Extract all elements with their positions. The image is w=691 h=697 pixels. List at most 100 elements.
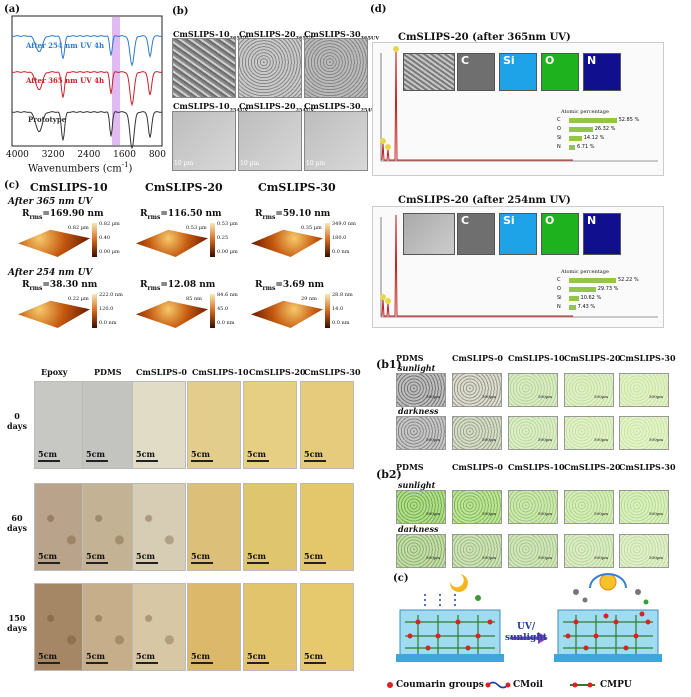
panel-c-label: (c) xyxy=(4,180,20,191)
afm-colorbar-tick: 14.0 xyxy=(332,306,344,312)
micro-scale-label: 500µm xyxy=(482,394,497,399)
eds-atomic-table-bottom: C O Si N 52.22 % 29.73 % 10.62 % 7.43 % xyxy=(557,277,639,310)
micro-row-label: darkness xyxy=(398,406,439,416)
sem-scale: 10 µm xyxy=(306,160,326,167)
panel-d-label: (d) xyxy=(370,4,387,15)
photo-scale-bar xyxy=(304,562,326,564)
micro-col-header: CmSLIPS-20 xyxy=(564,353,621,363)
eds-box-top: C Si O N Atomic percentage C O Si N 52.8… xyxy=(372,42,664,176)
ftir-xtick: 1600 xyxy=(113,150,137,160)
micro-scale-label: 500µm xyxy=(594,394,609,399)
microscopy-image xyxy=(508,416,558,450)
moon-icon xyxy=(449,574,468,592)
photo-col-header: Epoxy xyxy=(41,367,68,377)
afm-rms-label: Rrms=169.90 nm xyxy=(22,209,104,221)
micro-scale-label: 500µm xyxy=(649,394,664,399)
photo-scale-label: 5cm xyxy=(191,449,210,459)
afm-colorbar xyxy=(325,223,330,257)
photo-scale-bar xyxy=(247,562,269,564)
afm-z-label: 0.53 µm xyxy=(186,225,207,231)
micro-scale-label: 500µm xyxy=(538,511,553,516)
schematic-arrow-label-2: sunlight xyxy=(505,633,547,643)
afm-rms-label: Rrms=59.10 nm xyxy=(255,209,331,221)
coating-photo xyxy=(187,583,241,671)
photo-scale-label: 5cm xyxy=(38,551,57,561)
schematic-arrow-label-1: UV/ xyxy=(517,622,536,632)
coating-photo xyxy=(132,381,186,469)
micro-scale-label: 500µm xyxy=(594,555,609,560)
eds-map-n: N xyxy=(583,213,621,255)
photo-scale-label: 5cm xyxy=(136,651,155,661)
sem-scale: 10 µm xyxy=(174,160,194,167)
eds-bar xyxy=(569,305,576,310)
afm-colorbar-tick: 28.8 nm xyxy=(332,292,353,298)
sem-image-10-254 xyxy=(172,111,236,171)
eds-map-c: C xyxy=(457,213,495,255)
micro-col-header: PDMS xyxy=(396,353,424,363)
legend-cmoil: CMoil xyxy=(513,680,543,690)
afm-z-label: 0.22 µm xyxy=(68,296,89,302)
microscopy-image xyxy=(396,490,446,524)
panel-b-label: (b) xyxy=(172,6,189,17)
eds-bar xyxy=(569,287,596,292)
sem-image-20-365 xyxy=(238,38,302,98)
micro-scale-label: 500µm xyxy=(482,511,497,516)
micro-scale-label: 500µm xyxy=(482,437,497,442)
micro-scale-label: 500µm xyxy=(426,437,441,442)
photo-scale-bar xyxy=(191,562,213,564)
photo-scale-label: 5cm xyxy=(86,449,105,459)
afm-colorbar-tick: 0.0 nm xyxy=(217,320,235,326)
panel-a-label: (a) xyxy=(4,4,20,15)
microscopy-image xyxy=(452,534,502,568)
sem-scale: 10 µm xyxy=(240,160,260,167)
photo-scale-label: 5cm xyxy=(38,449,57,459)
microscopy-image xyxy=(564,416,614,450)
micro-col-header: CmSLIPS-30 xyxy=(619,353,676,363)
micro-scale-label: 500µm xyxy=(426,555,441,560)
photo-scale-label: 5cm xyxy=(136,551,155,561)
afm-area: Rrms=169.90 nm 0.82 µm 0.40 0.00 µm 0.82 µm R… xyxy=(0,0,370,340)
photo-col-header: CmSLIPS-20 xyxy=(249,367,306,377)
afm-colorbar-tick: 84.6 nm xyxy=(217,292,238,298)
coating-photo xyxy=(82,583,136,671)
microscopy-image xyxy=(452,373,502,407)
eds-title-bottom: CmSLIPS-20 (after 254nm UV) xyxy=(398,195,571,206)
photo-row-label: 150 days xyxy=(7,613,27,633)
eds-sem-top xyxy=(403,53,455,91)
photo-scale-bar xyxy=(191,662,213,664)
afm-colorbar-tick: 120.0 xyxy=(99,306,114,312)
afm-colorbar-tick: 0.40 xyxy=(99,235,111,241)
afm-colorbar xyxy=(325,294,330,328)
micro-col-header: CmSLIPS-0 xyxy=(452,462,503,472)
sem-image-30-254 xyxy=(304,111,368,171)
eds-bar xyxy=(569,278,616,283)
coating-photo xyxy=(132,483,186,571)
sem-image-20-254 xyxy=(238,111,302,171)
afm-col-title: CmSLIPS-20 xyxy=(145,181,223,194)
micro-row-label: sunlight xyxy=(398,363,436,373)
afm-colorbar xyxy=(92,294,97,328)
photo-col-header: PDMS xyxy=(94,367,122,377)
microscopy-image xyxy=(508,373,558,407)
micro-col-header: CmSLIPS-0 xyxy=(452,353,503,363)
ftir-xtick: 800 xyxy=(148,150,166,160)
ftir-xtick: 2400 xyxy=(77,150,101,160)
eds-bar xyxy=(569,145,576,150)
afm-rms-label: Rrms=12.08 nm xyxy=(140,280,216,292)
ftir-legend-365: After 365 nm UV 4h xyxy=(26,76,105,85)
afm-colorbar-tick: 0.00 µm xyxy=(217,249,238,255)
sem-title-5: CmSLIPS-20254UV xyxy=(239,101,314,114)
eds-atomic-table-top: C O Si N 52.85 % 26.32 % 14.12 % 6.71 % xyxy=(557,117,640,150)
photo-scale-label: 5cm xyxy=(247,651,266,661)
micro-scale-label: 500µm xyxy=(538,555,553,560)
afm-z-label: 85 nm xyxy=(186,296,202,302)
afm-col-title: CmSLIPS-30 xyxy=(258,181,336,194)
afm-colorbar-tick: 0.0 nm xyxy=(99,320,117,326)
eds-map-si: Si xyxy=(499,213,537,255)
afm-colorbar-tick: 0.53 µm xyxy=(217,221,238,227)
micro-scale-label: 500µm xyxy=(649,555,664,560)
ftir-xtick: 4000 xyxy=(6,150,29,160)
micro-scale-label: 500µm xyxy=(482,555,497,560)
sem-title-3: CmSLIPS-30365UV xyxy=(304,29,380,42)
photo-scale-bar xyxy=(304,460,326,462)
